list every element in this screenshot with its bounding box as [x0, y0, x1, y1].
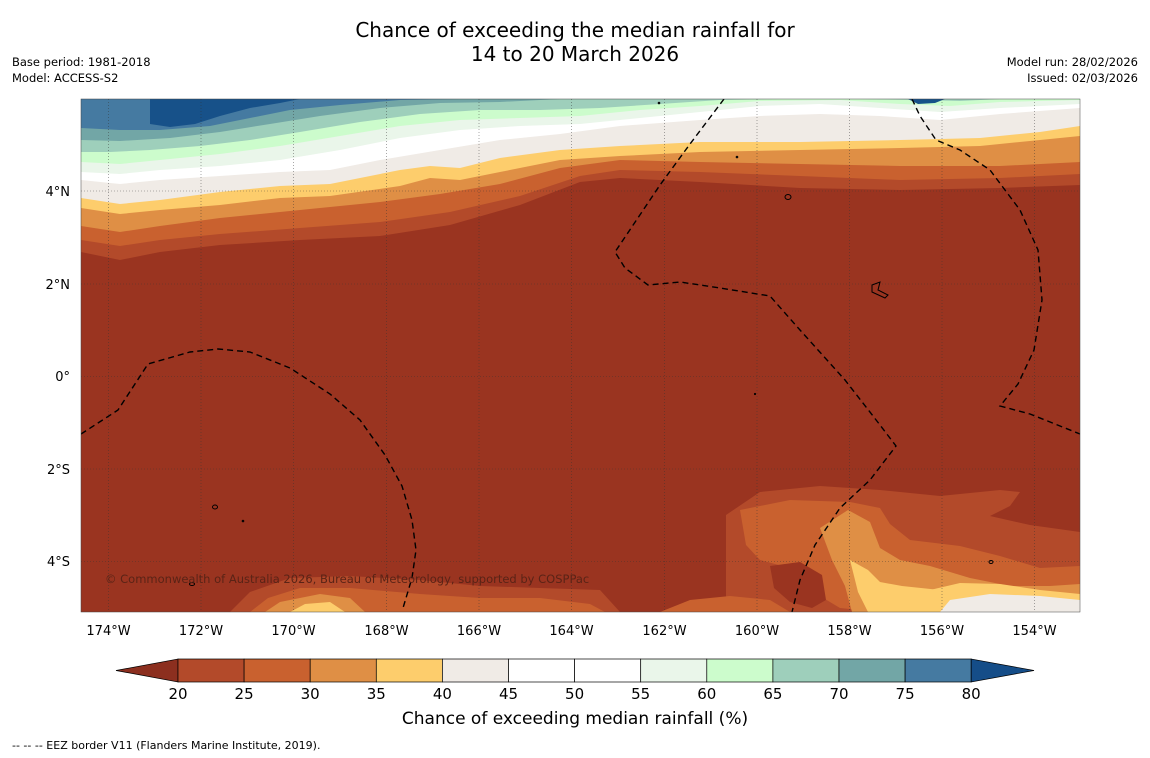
band-above-80-east — [908, 99, 945, 104]
lon-label: 158°W — [827, 624, 871, 639]
colorbar-segment — [706, 658, 774, 683]
patch-sw-35-40 — [265, 594, 365, 612]
colorbar-tick-label: 25 — [235, 685, 254, 703]
rainfall-probability-field: © Commonwealth of Australia 2026, Bureau… — [81, 99, 1080, 612]
island-dot — [735, 155, 739, 159]
issued-date: Issued: 02/03/2026 — [1027, 71, 1138, 85]
colorbar-segment — [574, 658, 642, 683]
copyright-notice: © Commonwealth of Australia 2026, Bureau… — [105, 572, 589, 586]
title-line-2: 14 to 20 March 2026 — [470, 42, 680, 66]
eez-border-north — [614, 99, 897, 612]
colorbar-tick-label: 70 — [829, 685, 848, 703]
colorbar-tick-label: 80 — [962, 685, 981, 703]
colorbar-segment — [640, 658, 708, 683]
colorbar-segment — [375, 658, 443, 683]
longitude-labels: 174°W 172°W 170°W 168°W 166°W 164°W 162°… — [86, 624, 1056, 639]
island-dot — [753, 392, 757, 396]
colorbar-tick-label: 65 — [763, 685, 782, 703]
eez-borders — [81, 99, 1080, 612]
base-period: Base period: 1981-2018 — [12, 55, 151, 69]
lon-label: 166°W — [457, 624, 501, 639]
meta-right: Model run: 28/02/2026 Issued: 02/03/2026 — [1007, 54, 1138, 86]
colorbar-segment — [772, 658, 840, 683]
lon-label: 172°W — [179, 624, 223, 639]
patch-sw-40-45 — [290, 602, 345, 612]
eez-border-west — [81, 348, 417, 609]
lat-label: 0° — [55, 370, 70, 385]
patch-mid-30-35 — [660, 596, 790, 612]
map-frame — [80, 98, 1081, 613]
lon-label: 156°W — [920, 624, 964, 639]
lon-label: 168°W — [364, 624, 408, 639]
eez-footnote: -- -- -- EEZ border V11 (Flanders Marine… — [12, 739, 321, 752]
lon-label: 154°W — [1012, 624, 1056, 639]
island-outline — [189, 582, 195, 586]
patch-se-45-50 — [940, 594, 1080, 612]
island-outline — [212, 504, 218, 510]
colorbar-tick-label: 40 — [433, 685, 452, 703]
colorbar-tick-label: 30 — [301, 685, 320, 703]
latitude-labels: 4°N 2°N 0° 2°S 4°S — [46, 185, 71, 570]
lat-label: 4°N — [46, 185, 71, 200]
lat-label: 4°S — [47, 555, 70, 570]
lon-label: 164°W — [549, 624, 593, 639]
colorbar-segment — [904, 658, 972, 683]
title-line-1: Chance of exceeding the median rainfall … — [355, 18, 795, 42]
band-above-80 — [150, 99, 300, 127]
islands — [189, 101, 994, 586]
colorbar-segment — [442, 658, 509, 683]
patch-se-dark — [770, 562, 826, 608]
colorbar-tick-label: 35 — [367, 685, 386, 703]
lon-label: 174°W — [86, 624, 130, 639]
colorbar-title: Chance of exceeding median rainfall (%) — [401, 709, 749, 729]
colorbar-over-arrow — [970, 658, 1035, 683]
island-outline — [871, 281, 889, 299]
lat-label: 2°S — [47, 463, 70, 478]
colorbar-segment — [243, 658, 311, 683]
colorbar-segment — [508, 658, 575, 683]
island-outline — [784, 194, 792, 200]
lon-label: 162°W — [642, 624, 686, 639]
eez-border-east — [911, 99, 1080, 435]
colorbar-segment — [309, 658, 377, 683]
meta-left: Base period: 1981-2018 Model: ACCESS-S2 — [12, 54, 151, 86]
colorbar-tick-label: 50 — [565, 685, 584, 703]
model-name: Model: ACCESS-S2 — [12, 71, 119, 85]
island-dot — [657, 101, 661, 105]
colorbar: 20 25 30 35 40 45 50 55 60 65 70 75 80 — [115, 658, 1035, 703]
colorbar-segment — [177, 658, 245, 683]
colorbar-tick-label: 75 — [896, 685, 915, 703]
colorbar-tick-label: 60 — [697, 685, 716, 703]
colorbar-tick-label: 20 — [168, 685, 187, 703]
colorbar-tick-label: 45 — [499, 685, 518, 703]
lon-label: 160°W — [735, 624, 779, 639]
colorbar-under-arrow — [115, 658, 179, 683]
colorbar-segment — [838, 658, 906, 683]
colorbar-tick-label: 55 — [631, 685, 650, 703]
island-outline — [988, 560, 994, 564]
lat-label: 2°N — [46, 278, 71, 293]
lon-label: 170°W — [271, 624, 315, 639]
map-title: Chance of exceeding the median rainfall … — [0, 18, 1150, 66]
model-run: Model run: 28/02/2026 — [1006, 55, 1138, 69]
island-dot — [241, 519, 245, 523]
